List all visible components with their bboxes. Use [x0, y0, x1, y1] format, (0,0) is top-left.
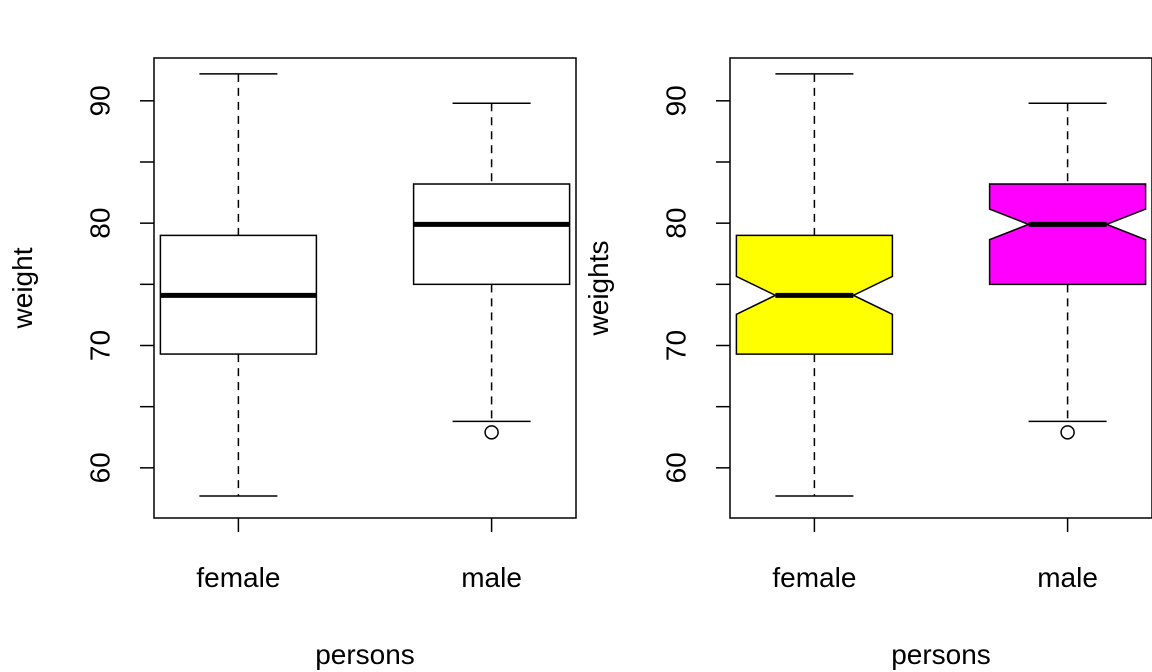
- chart1-x-tick-label-female: female: [196, 562, 280, 593]
- chart2-x-tick-label-female: female: [772, 562, 856, 593]
- chart1-male-box: [412, 183, 571, 286]
- chart1-plot-frame: [153, 57, 577, 519]
- chart1-x-tick-label-male: male: [461, 562, 522, 593]
- chart1-y-tick-label: 70: [84, 330, 115, 361]
- chart2-y-tick-label: 80: [660, 208, 691, 239]
- chart1-male-outlier: [484, 425, 499, 440]
- chart1-y-tick-label: 90: [84, 85, 115, 116]
- chart2-male-box: [988, 183, 1147, 286]
- chart2-male-outlier: [1060, 425, 1075, 440]
- chart2-y-tick-label: 90: [660, 85, 691, 116]
- chart1-y-tick-label: 60: [84, 452, 115, 483]
- chart1-x-axis-title: persons: [315, 639, 415, 670]
- chart2-y-axis-title: weights: [583, 241, 614, 337]
- chart2-y-tick-label: 70: [660, 330, 691, 361]
- chart1-y-tick-label: 80: [84, 208, 115, 239]
- chart2-y-tick-label: 60: [660, 452, 691, 483]
- chart1-y-axis-title: weight: [7, 247, 38, 329]
- chart2-plot-frame: [729, 57, 1152, 519]
- chart2-x-axis-title: persons: [891, 639, 991, 670]
- chart2-x-tick-label-male: male: [1037, 562, 1098, 593]
